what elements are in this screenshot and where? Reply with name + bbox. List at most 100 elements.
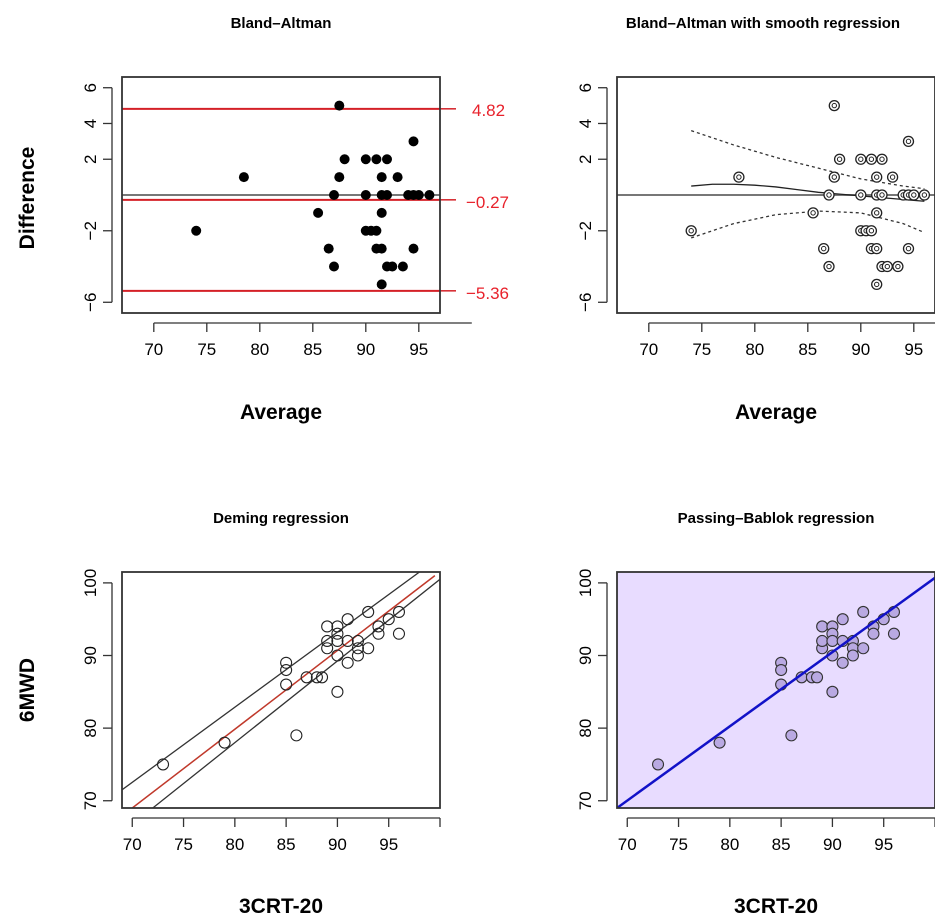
data-point xyxy=(424,190,435,200)
data-point-core xyxy=(874,245,880,252)
y-tick-label: −2 xyxy=(576,221,595,240)
data-point-core xyxy=(879,192,885,198)
data-point xyxy=(392,605,406,618)
data-point xyxy=(300,671,313,684)
x-tick-label: 95 xyxy=(904,340,923,359)
x-tick-label: 95 xyxy=(874,835,893,854)
data-point-core xyxy=(810,210,816,216)
data-point xyxy=(833,153,846,165)
y-tick-label: 90 xyxy=(576,646,595,665)
panel-deming: Deming regression 70 75 80 85 90 95708090100 … xyxy=(81,510,441,917)
data-point xyxy=(651,758,665,771)
data-point xyxy=(315,671,329,684)
data-point xyxy=(280,663,293,677)
data-point xyxy=(876,153,888,165)
plot-content xyxy=(617,99,935,291)
x-axis-label: 3CRT-20 xyxy=(734,895,818,917)
plot-frame xyxy=(616,571,935,809)
data-point-core xyxy=(874,210,880,216)
plot-frame xyxy=(616,76,935,314)
data-point xyxy=(341,613,354,626)
data-point xyxy=(785,729,798,742)
data-point xyxy=(892,260,904,273)
x-tick-label: 75 xyxy=(174,835,193,854)
data-point xyxy=(376,207,387,218)
smooth-lower-band xyxy=(690,210,925,239)
y-tick-label: −2 xyxy=(81,221,100,240)
data-point xyxy=(310,671,323,684)
x-tick-label: 70 xyxy=(123,835,142,854)
data-point-core xyxy=(836,156,843,162)
data-point xyxy=(323,243,334,254)
data-point xyxy=(818,242,830,255)
x-tick-label: 90 xyxy=(356,340,375,359)
data-point xyxy=(865,153,878,165)
panel-title: Deming regression xyxy=(213,510,349,527)
data-point xyxy=(360,154,371,165)
upper-limit-label: 4.82 xyxy=(472,101,505,120)
data-point-core xyxy=(826,192,832,198)
data-point xyxy=(280,656,293,669)
x-axis-label: 3CRT-20 xyxy=(239,895,323,917)
data-point-core xyxy=(868,228,875,234)
data-point xyxy=(413,190,424,200)
data-point xyxy=(331,649,344,662)
lower-limit-label: −5.36 xyxy=(466,284,509,303)
x-tick-label: 85 xyxy=(277,835,296,854)
data-point-core xyxy=(821,245,827,252)
x-tick-label: 95 xyxy=(379,835,398,854)
data-point-core xyxy=(736,174,742,180)
data-point xyxy=(871,242,883,255)
data-point xyxy=(918,189,931,201)
y-tick-label: 80 xyxy=(576,719,595,738)
data-point xyxy=(902,135,915,148)
data-point xyxy=(362,605,375,618)
x-tick-label: 90 xyxy=(851,340,870,359)
x-tick-label: 85 xyxy=(798,340,817,359)
data-point xyxy=(685,225,697,237)
data-point xyxy=(876,189,888,201)
data-point xyxy=(341,634,354,648)
y-tick-label: 70 xyxy=(576,791,595,810)
data-point xyxy=(823,260,835,273)
data-point xyxy=(376,172,387,183)
ci-lower-line xyxy=(152,578,440,808)
panel-title: Bland–Altman xyxy=(231,15,332,32)
plot-area: 70 75 80 85 90 95 70 80 90 100 xyxy=(81,569,441,854)
data-point-core xyxy=(889,174,896,180)
data-point-core xyxy=(895,263,901,270)
x-tick-label: 80 xyxy=(745,340,764,359)
data-point xyxy=(351,634,364,648)
data-point xyxy=(387,261,398,272)
data-point xyxy=(334,100,345,111)
data-point xyxy=(371,154,382,165)
x-tick-label: 70 xyxy=(618,835,637,854)
smooth-upper-band xyxy=(690,130,925,190)
mean-difference-label: −0.27 xyxy=(466,193,509,212)
data-point xyxy=(156,758,170,771)
y-tick-label: −6 xyxy=(576,293,595,312)
data-point xyxy=(902,242,915,255)
data-point xyxy=(341,656,354,669)
data-point xyxy=(816,634,829,648)
data-point-core xyxy=(826,263,832,270)
data-point xyxy=(371,225,382,236)
passing-bablok-fit-line xyxy=(617,576,935,808)
data-point-core xyxy=(858,156,864,162)
x-tick-label: 75 xyxy=(669,835,688,854)
x-tick-label: 75 xyxy=(197,340,216,359)
data-point-core xyxy=(874,281,880,288)
data-point xyxy=(816,620,829,633)
plot-area: 70 75 80 85 90 95 −6 −2 2 4 6 xyxy=(81,76,472,359)
data-point xyxy=(331,685,344,698)
data-point-core xyxy=(831,174,837,180)
deming-fit-line xyxy=(131,575,436,808)
x-tick-label: 80 xyxy=(720,835,739,854)
ci-upper-line xyxy=(122,572,420,791)
data-point xyxy=(826,685,839,698)
data-point xyxy=(807,207,819,219)
x-tick-label: 95 xyxy=(409,340,428,359)
panel-bland-altman: Bland–Altman 70 75 80 85 90 95 −6 −2 2 4 6 Average… xyxy=(81,15,509,424)
data-point xyxy=(376,243,387,254)
